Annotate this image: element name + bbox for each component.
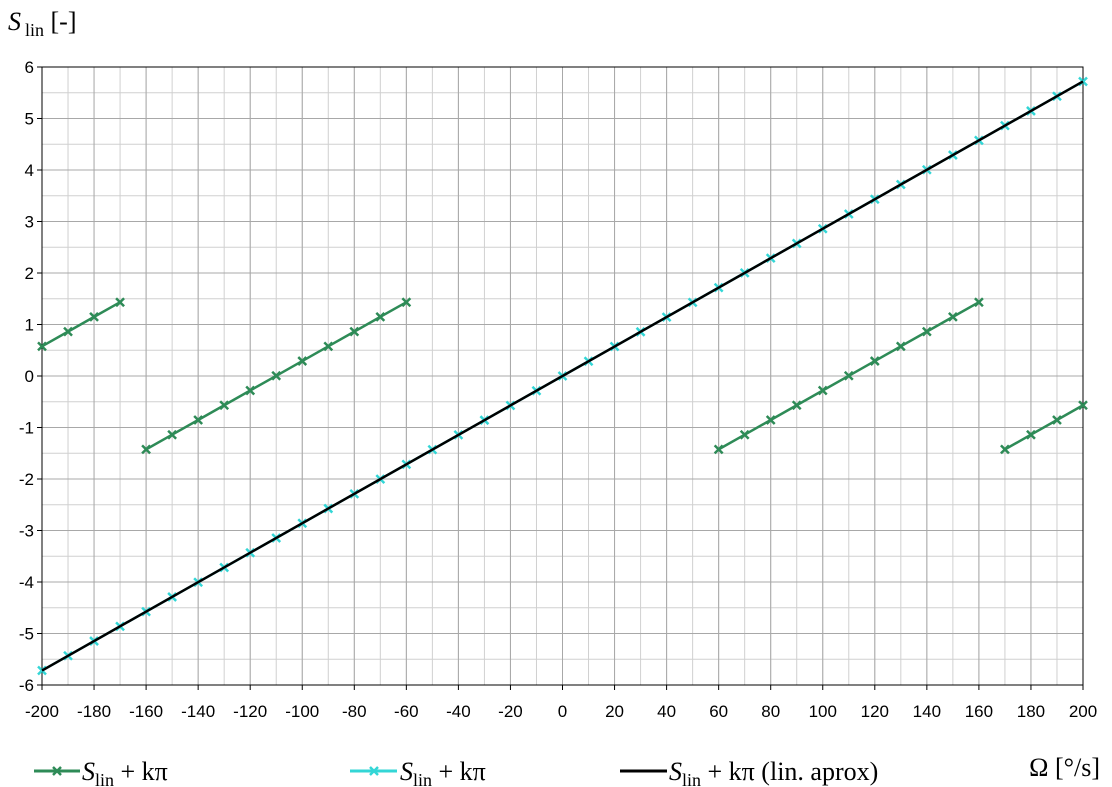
series-1-point	[1026, 429, 1036, 440]
legend-label-2: Slin + kπ	[400, 757, 486, 787]
series-1-point	[375, 311, 386, 322]
y-tick-label: 2	[25, 264, 34, 283]
series-1-point	[974, 297, 984, 308]
series-1-point	[167, 429, 178, 440]
legend-label-1-symbol: S	[82, 757, 95, 786]
series-1-point	[1000, 444, 1010, 455]
legend-marker-1	[52, 766, 62, 776]
legend-label-3: Slin + kπ (lin. aprox)	[669, 757, 878, 787]
legend-label-2-subscript: lin	[413, 770, 432, 787]
series-1-point	[765, 415, 776, 425]
series-1-line-4	[1004, 404, 1084, 451]
y-tick-label: 1	[25, 316, 34, 335]
legend-label-1-suffix: + kπ	[114, 757, 168, 786]
y-tick-label: -4	[19, 573, 34, 592]
y-axis-title-symbol: S	[8, 7, 21, 36]
x-tick-label: 20	[605, 702, 624, 721]
y-tick-label: 5	[25, 110, 34, 129]
series-1-point	[193, 415, 204, 425]
series-layer	[37, 76, 1088, 676]
x-tick-label: -20	[498, 702, 523, 721]
series-1-point	[921, 326, 932, 337]
series-1-point	[869, 356, 880, 366]
y-axis-title-subscript: lin	[25, 20, 44, 40]
series-1	[37, 297, 1088, 455]
series-3-line-1	[41, 80, 1084, 672]
series-3	[41, 80, 1084, 672]
x-axis-title-unit: [°/s]	[1048, 753, 1100, 782]
x-tick-label: 60	[709, 702, 728, 721]
series-1-point	[843, 370, 854, 381]
series-1-point	[219, 400, 230, 411]
legend-label-2-suffix: + kπ	[432, 757, 486, 786]
legend-label-2-symbol: S	[400, 757, 413, 786]
series-1-point	[713, 444, 724, 455]
x-tick-label: 200	[1069, 702, 1097, 721]
y-tick-label: 3	[25, 213, 34, 232]
x-tick-label: -160	[129, 702, 163, 721]
x-tick-label: 180	[1017, 702, 1045, 721]
series-1-point	[63, 326, 73, 337]
legend-label-1-subscript: lin	[95, 770, 114, 787]
y-tick-label: 0	[25, 367, 34, 386]
x-tick-label: 100	[809, 702, 837, 721]
x-tick-label: 80	[761, 702, 780, 721]
series-1-point	[271, 370, 282, 381]
series-1-point	[245, 385, 256, 396]
series-1-point	[141, 444, 151, 455]
series-1-line-1	[41, 301, 121, 348]
x-axis-ticks: -200 -180 -160 -140 -120 -100 -80 -60 -40 -20 0 20 4…	[25, 685, 1097, 721]
series-1-point	[1078, 400, 1088, 411]
y-tick-label: -5	[19, 625, 34, 644]
y-tick-label: -2	[19, 470, 34, 489]
series-1-point	[739, 429, 750, 440]
x-tick-label: 120	[861, 702, 889, 721]
x-tick-label: 140	[913, 702, 941, 721]
legend-item-1: Slin + kπ	[34, 757, 168, 787]
x-tick-label: -60	[394, 702, 419, 721]
y-tick-label: -3	[19, 522, 34, 541]
y-tick-label: -6	[19, 676, 34, 695]
series-1-point	[817, 385, 828, 396]
x-tick-label: 40	[657, 702, 676, 721]
x-tick-label: -200	[25, 702, 59, 721]
series-1-point	[1052, 415, 1062, 425]
y-axis-title-unit: [-]	[44, 7, 76, 36]
x-axis-title-symbol: Ω	[1029, 753, 1048, 782]
series-1-point	[895, 341, 906, 352]
series-1-point	[297, 356, 308, 366]
x-tick-label: -100	[285, 702, 319, 721]
series-1-point	[37, 341, 47, 352]
legend-label-3-symbol: S	[669, 757, 682, 786]
y-tick-label: 6	[25, 58, 34, 77]
x-axis-title: Ω [°/s]	[1029, 753, 1100, 782]
series-1-point	[947, 311, 958, 322]
x-tick-label: -140	[181, 702, 215, 721]
x-tick-label: -40	[446, 702, 471, 721]
y-tick-label: -1	[19, 419, 34, 438]
series-1-point	[791, 400, 802, 411]
y-tick-label: 4	[25, 161, 34, 180]
x-tick-label: -180	[77, 702, 111, 721]
legend-marker-2	[369, 766, 379, 776]
series-1-point	[323, 341, 334, 352]
legend-label-3-suffix: + kπ (lin. aprox)	[701, 757, 878, 786]
series-1-point	[401, 297, 412, 308]
legend-label-3-subscript: lin	[682, 770, 701, 787]
x-tick-label: -120	[233, 702, 267, 721]
series-1-point	[89, 311, 99, 322]
y-axis-ticks: 6 5 4 3 2 1 0 -1 -2 -3 -4 -5 -6	[19, 58, 42, 695]
series-1-point	[349, 326, 360, 337]
x-tick-label: 0	[558, 702, 567, 721]
legend: Slin + kπ Slin + kπ Slin + kπ (lin. apro…	[34, 757, 878, 787]
series-1-point	[115, 297, 125, 308]
legend-label-1: Slin + kπ	[82, 757, 168, 787]
legend-item-3: Slin + kπ (lin. aprox)	[620, 757, 878, 787]
x-tick-label: -80	[342, 702, 367, 721]
legend-item-2: Slin + kπ	[350, 757, 486, 787]
x-tick-label: 160	[965, 702, 993, 721]
